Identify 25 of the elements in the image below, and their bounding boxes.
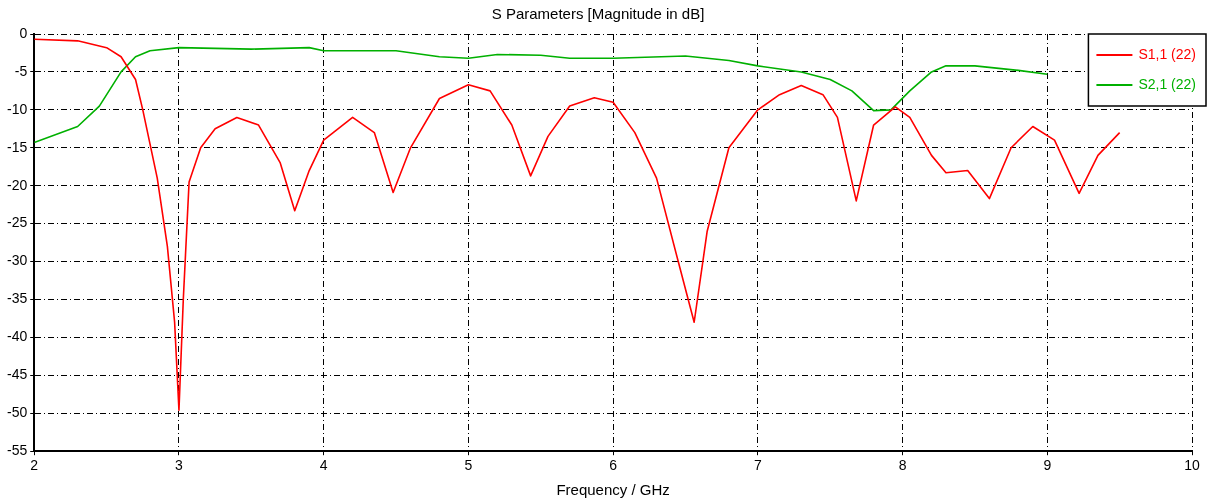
chart-title: S Parameters [Magnitude in dB] [491, 5, 705, 23]
y-tick-label: -35 [7, 290, 28, 307]
y-tick-label: -40 [7, 328, 28, 345]
x-tick-label: 7 [753, 457, 762, 474]
x-tick-label: 2 [30, 457, 39, 474]
y-tick-label: 0 [19, 24, 28, 41]
x-axis-title: Frequency / GHz [556, 481, 670, 499]
y-tick-label: -15 [7, 138, 28, 155]
y-tick-label: -45 [7, 366, 28, 383]
x-tick-label: 3 [175, 457, 184, 474]
x-tick-label: 9 [1043, 457, 1052, 474]
x-tick-label: 5 [464, 457, 473, 474]
y-tick-label: -30 [7, 252, 28, 269]
y-tick-label: -10 [7, 100, 28, 117]
x-tick-label: 6 [609, 457, 618, 474]
y-tick-label: -50 [7, 404, 28, 421]
y-tick-label: -5 [14, 62, 28, 79]
x-tick-label: 4 [319, 457, 328, 474]
legend-label: S2,1 (22) [1138, 75, 1197, 92]
x-tick-label: 8 [898, 457, 907, 474]
legend-label: S1,1 (22) [1138, 45, 1197, 62]
y-tick-label: -20 [7, 176, 28, 193]
y-tick-label: -25 [7, 214, 28, 231]
x-tick-label: 10 [1184, 457, 1200, 474]
y-tick-label: -55 [7, 442, 28, 459]
